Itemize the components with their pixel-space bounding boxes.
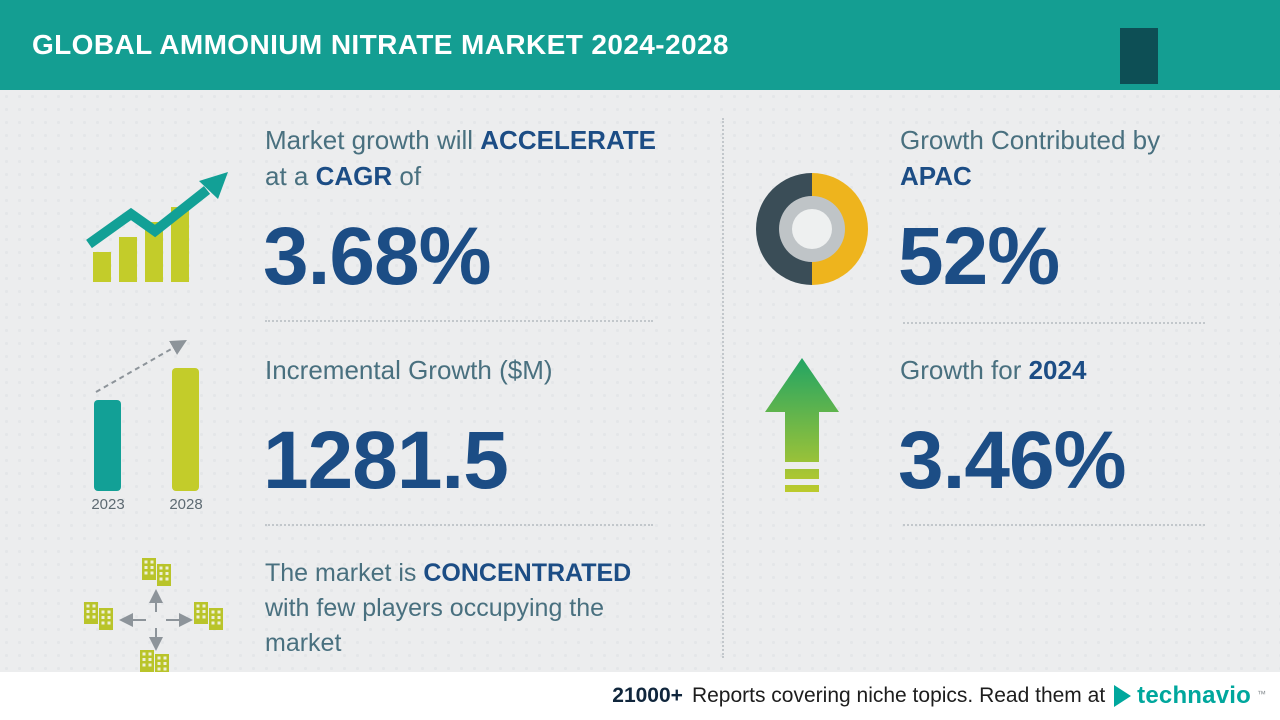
year-end-label: 2028: [169, 496, 203, 513]
footer-bar: 21000+ Reports covering niche topics. Re…: [0, 672, 1280, 720]
buildings-icon: [84, 558, 223, 676]
incremental-value: 1281.5: [263, 415, 509, 506]
trademark-symbol: ™: [1257, 689, 1266, 699]
reports-count: 21000+: [612, 684, 683, 707]
apac-value: 52%: [898, 211, 1060, 302]
page-title: GLOBAL AMMONIUM NITRATE MARKET 2024-2028: [32, 29, 729, 60]
technavio-triangle-icon: [1114, 685, 1132, 707]
divider: [903, 322, 1205, 324]
cagr-text-line2: at a CAGR of: [265, 161, 422, 191]
technavio-logo: technavio ™: [1114, 682, 1266, 710]
cagr-text-line1: Market growth will ACCELERATE: [265, 125, 657, 155]
divider: [903, 524, 1205, 526]
vertical-divider: [722, 118, 724, 658]
incremental-label: Incremental Growth ($M): [265, 355, 553, 385]
footer-note: Reports covering niche topics. Read them…: [691, 684, 1106, 707]
header-decor-square: [1120, 28, 1158, 84]
cagr-text: Market growth will ACCELERATE at a CAGR …: [265, 122, 685, 194]
header-bar: [0, 0, 1280, 90]
cagr-value: 3.68%: [263, 211, 492, 302]
growth-2024-label: Growth for 2024: [900, 355, 1087, 385]
growth-line-chart-icon: [86, 172, 228, 282]
concentration-text: The market is CONCENTRATED with few play…: [265, 559, 632, 657]
apac-text: Growth Contributed by APAC: [900, 125, 1161, 191]
donut-chart-icon: [756, 173, 868, 285]
technavio-wordmark: technavio: [1137, 682, 1251, 709]
up-arrow-icon: [765, 358, 839, 492]
divider: [265, 524, 653, 526]
incremental-bars-icon: [94, 340, 199, 491]
year-start-label: 2023: [91, 496, 125, 513]
growth-2024-value: 3.46%: [898, 415, 1127, 506]
divider: [265, 320, 653, 322]
